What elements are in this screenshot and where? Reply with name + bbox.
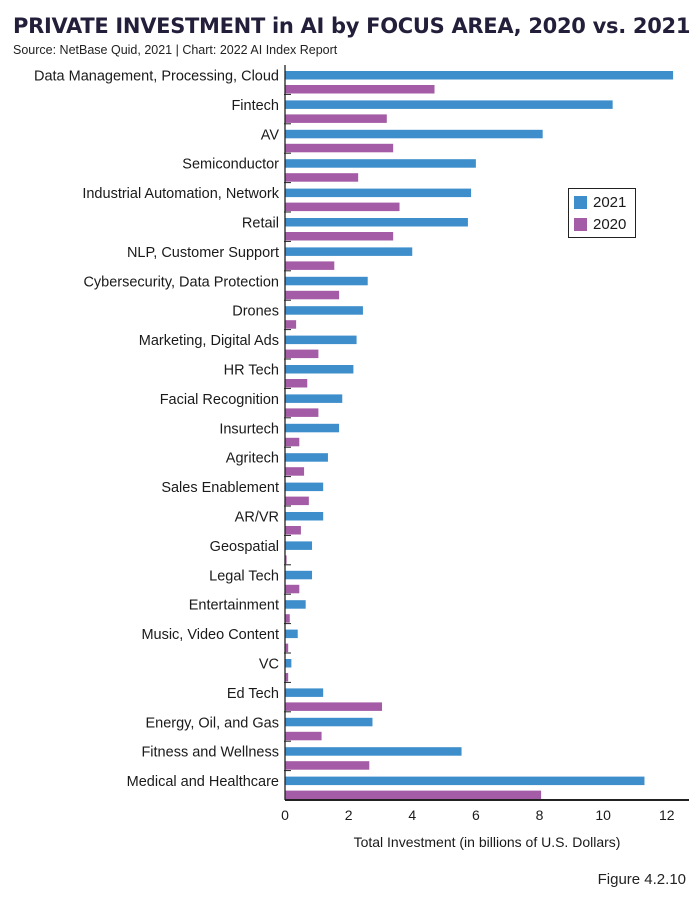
bar-2021-geospatial <box>285 541 313 550</box>
bar-chart: Data Management, Processing, Cloud Fintec… <box>34 65 689 850</box>
bar-2021-vc <box>285 659 292 668</box>
bar-2020-medical-and-healthcare <box>285 790 542 800</box>
bar-2021-music-video-content <box>285 629 298 639</box>
bar-2020-av <box>285 143 394 153</box>
bar-2021-marketing-digital-ads <box>285 335 357 345</box>
legend-label-2021: 2021 <box>593 193 627 211</box>
bar-2021-ar-vr <box>285 512 324 521</box>
chart-title: PRIVATE INVESTMENT in AI by FOCUS AREA, … <box>13 14 691 38</box>
bar-2020-insurtech <box>285 437 300 447</box>
bar-2021-sales-enablement <box>285 482 324 492</box>
category-label-data-management-processing-cloud: Data Management, Processing, Cloud <box>34 69 279 85</box>
category-label-ar-vr: AR/VR <box>235 510 279 526</box>
bar-2020-sales-enablement <box>285 496 309 506</box>
category-label-industrial-automation-network: Industrial Automation, Network <box>82 186 279 202</box>
bar-2021-ed-tech <box>285 688 324 697</box>
bar-2021-cybersecurity-data-protection <box>285 276 368 286</box>
category-label-cybersecurity-data-protection: Cybersecurity, Data Protection <box>83 274 279 290</box>
category-label-medical-and-healthcare: Medical and Healthcare <box>127 774 279 790</box>
bar-2020-music-video-content <box>285 643 289 653</box>
bar-2020-hr-tech <box>285 379 308 388</box>
category-label-semiconductor: Semiconductor <box>182 157 279 173</box>
tick-labels: 0 2 4 6 8 10 12 <box>281 807 675 823</box>
bar-2020-geospatial <box>285 555 287 564</box>
bar-2020-agritech <box>285 467 305 476</box>
x-tick-label-8: 8 <box>536 807 544 823</box>
category-label-entertainment: Entertainment <box>189 598 279 614</box>
category-label-legal-tech: Legal Tech <box>209 568 279 584</box>
bar-2021-insurtech <box>285 423 340 433</box>
category-label-energy-oil-and-gas: Energy, Oil, and Gas <box>145 715 279 731</box>
x-tick-label-0: 0 <box>281 807 289 823</box>
bar-2020-data-management-processing-cloud <box>285 85 435 94</box>
bar-2020-ed-tech <box>285 702 383 711</box>
category-label-sales-enablement: Sales Enablement <box>161 480 279 496</box>
category-label-av: AV <box>261 127 280 143</box>
bar-2021-fitness-and-wellness <box>285 747 462 756</box>
bar-2021-hr-tech <box>285 365 354 374</box>
legend-swatch-2021 <box>574 195 587 209</box>
bar-2021-medical-and-healthcare <box>285 776 645 786</box>
bar-2021-agritech <box>285 453 328 462</box>
legend-label-2020: 2020 <box>593 215 627 233</box>
bar-2021-semiconductor <box>285 159 476 168</box>
category-label-ed-tech: Ed Tech <box>227 686 279 702</box>
x-tick-label-2: 2 <box>345 807 353 823</box>
category-label-fitness-and-wellness: Fitness and Wellness <box>141 745 279 761</box>
bar-2020-ar-vr <box>285 526 301 535</box>
legend-item-2021: 2021 <box>574 191 635 213</box>
bar-2021-retail <box>285 218 468 227</box>
category-label-music-video-content: Music, Video Content <box>141 627 279 643</box>
x-tick-label-12: 12 <box>659 807 675 823</box>
category-label-hr-tech: HR Tech <box>224 363 279 379</box>
bar-2021-av <box>285 129 543 139</box>
category-label-geospatial: Geospatial <box>210 539 279 555</box>
bar-2020-legal-tech <box>285 584 300 594</box>
category-label-marketing-digital-ads: Marketing, Digital Ads <box>139 333 279 349</box>
bar-2020-cybersecurity-data-protection <box>285 290 340 300</box>
bar-2020-retail <box>285 232 394 241</box>
bar-2020-industrial-automation-network <box>285 202 400 212</box>
bar-2020-fintech <box>285 114 387 123</box>
x-tick-label-10: 10 <box>595 807 611 823</box>
bar-2021-energy-oil-and-gas <box>285 717 373 727</box>
bar-2021-legal-tech <box>285 570 313 580</box>
bar-2020-semiconductor <box>285 173 359 182</box>
x-tick-label-4: 4 <box>408 807 416 823</box>
chart-subtitle: Source: NetBase Quid, 2021 | Chart: 2022… <box>13 43 338 57</box>
bar-2021-drones <box>285 306 363 315</box>
category-label-nlp-customer-support: NLP, Customer Support <box>127 245 279 261</box>
bar-2020-nlp-customer-support <box>285 261 335 270</box>
legend-swatch-2020 <box>574 217 587 231</box>
bar-2021-entertainment <box>285 600 306 609</box>
bar-2021-fintech <box>285 100 613 109</box>
category-labels: Data Management, Processing, Cloud Fintec… <box>34 69 280 791</box>
bar-2020-energy-oil-and-gas <box>285 731 322 741</box>
bar-2021-nlp-customer-support <box>285 247 413 256</box>
x-tick-label-6: 6 <box>472 807 480 823</box>
figure-label: Figure 4.2.10 <box>597 871 686 888</box>
bar-2020-drones <box>285 320 297 329</box>
category-label-fintech: Fintech <box>231 98 279 114</box>
bar-2021-industrial-automation-network <box>285 188 472 198</box>
chart-legend: 2021 2020 <box>568 188 636 238</box>
bar-2021-facial-recognition <box>285 394 343 403</box>
bar-2021-data-management-processing-cloud <box>285 71 674 80</box>
legend-item-2020: 2020 <box>574 213 635 235</box>
bars-group <box>285 71 674 800</box>
axes-group <box>284 65 689 801</box>
bar-2020-fitness-and-wellness <box>285 761 370 770</box>
category-label-insurtech: Insurtech <box>219 421 279 437</box>
bar-2020-entertainment <box>285 614 290 623</box>
category-label-drones: Drones <box>232 304 279 320</box>
bar-2020-vc <box>285 673 289 682</box>
x-axis-title: Total Investment (in billions of U.S. Do… <box>354 834 621 850</box>
bar-2020-facial-recognition <box>285 408 319 417</box>
bar-2020-marketing-digital-ads <box>285 349 319 359</box>
category-label-facial-recognition: Facial Recognition <box>160 392 279 408</box>
category-label-retail: Retail <box>242 216 279 232</box>
category-label-vc: VC <box>259 657 279 673</box>
category-label-agritech: Agritech <box>226 451 279 467</box>
